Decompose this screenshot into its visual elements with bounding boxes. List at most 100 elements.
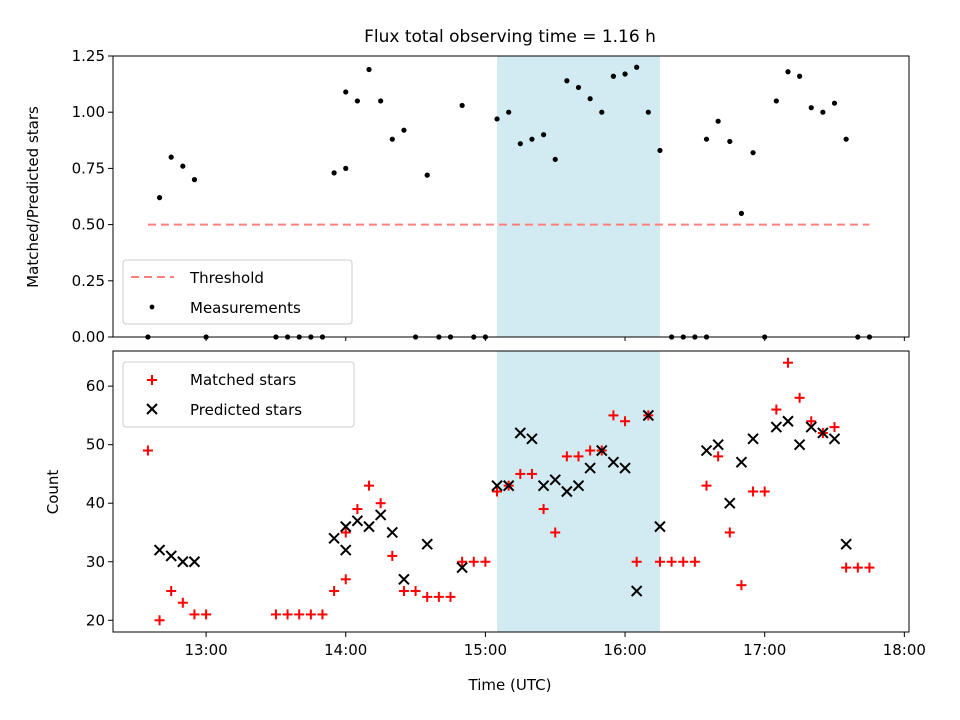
- measurement-point: [366, 66, 372, 73]
- matched-star-point: [806, 416, 817, 427]
- predicted-star-point: [654, 520, 666, 533]
- matched-star-point: [398, 586, 409, 597]
- measurement-point: [785, 69, 791, 75]
- predicted-star-point: [630, 585, 643, 597]
- measurement-point: [331, 170, 337, 176]
- legend-predicted-label: Predicted stars: [190, 401, 302, 419]
- matched-star-point: [492, 486, 503, 497]
- predicted-star-point: [735, 456, 748, 468]
- predicted-star-point: [793, 438, 806, 451]
- count-panel: 20 30 40 50 60 13:00 14:00 15:00 16:00 17:00 18:00…: [44, 350, 926, 694]
- measurement-point: [552, 156, 558, 163]
- bottom-axes-frame: [112, 350, 910, 633]
- predicted-star-point: [398, 573, 410, 586]
- predicted-star-point: [840, 538, 852, 550]
- predicted-star-point: [188, 556, 201, 568]
- matched-star-point: [841, 562, 852, 573]
- measurement-point: [354, 98, 360, 104]
- matched-star-point: [794, 392, 805, 403]
- matched-star-point: [829, 422, 840, 433]
- predicted-star-point: [770, 421, 783, 433]
- predicted-star-point: [561, 485, 573, 498]
- matched-star-point: [585, 445, 596, 456]
- predicted-star-point: [526, 433, 538, 445]
- predicted-star-point: [700, 444, 713, 457]
- matched-star-point: [305, 609, 316, 620]
- ratio-panel: Flux total observing time = 1.16 h 0.00 0…: [24, 27, 910, 346]
- measurement-point: [401, 127, 407, 133]
- predicted-star-point: [572, 479, 585, 492]
- matched-star-point: [329, 586, 340, 597]
- predicted-star-point: [340, 520, 352, 533]
- matched-star-point: [608, 410, 619, 421]
- measurement-point: [343, 165, 349, 171]
- legend-matched-swatch: [147, 375, 157, 385]
- measurement-point: [168, 154, 174, 160]
- measurement-point: [727, 138, 733, 145]
- matched-star-point: [282, 609, 293, 620]
- measurement-point: [564, 78, 570, 84]
- measurement-point: [459, 102, 465, 109]
- matched-star-point: [387, 550, 398, 561]
- matched-star-point: [422, 591, 433, 602]
- measurement-point: [517, 141, 523, 147]
- matched-star-point: [154, 615, 165, 626]
- top-axes-frame: [112, 55, 910, 338]
- predicted-star-point: [153, 544, 166, 556]
- bottom-y-axis-label: Count: [44, 470, 62, 515]
- predicted-star-point: [421, 538, 433, 550]
- x-tick-label: 14:00: [324, 641, 367, 659]
- bottom-y-tick-label: 20: [86, 611, 105, 629]
- measurement-point: [738, 210, 745, 216]
- matched-star-point: [340, 527, 351, 538]
- measurement-point: [506, 109, 512, 115]
- predicted-star-point: [456, 561, 468, 574]
- measurement-point: [820, 109, 826, 115]
- matched-star-point: [468, 556, 479, 567]
- measurement-point: [424, 172, 430, 178]
- matched-star-point: [375, 498, 386, 509]
- measurement-point: [797, 73, 803, 79]
- matched-star-point: [526, 468, 537, 479]
- predicted-star-point: [805, 421, 817, 433]
- legend-threshold-label: Threshold: [189, 269, 264, 287]
- matched-star-point: [852, 562, 863, 573]
- measurement-point: [378, 98, 384, 104]
- measurement-point: [389, 136, 395, 142]
- matched-star-point: [666, 556, 677, 567]
- predicted-star-point: [724, 497, 736, 509]
- predicted-star-point: [351, 515, 364, 527]
- matched-star-point: [759, 486, 770, 497]
- observing-window-shade: [497, 56, 660, 337]
- bottom-y-tick-label: 50: [86, 436, 105, 454]
- matched-star-point: [317, 609, 328, 620]
- matched-star-point: [748, 486, 759, 497]
- matched-star-point: [713, 451, 724, 462]
- x-tick-label: 13:00: [184, 641, 227, 659]
- bottom-y-tick-label: 60: [86, 377, 105, 395]
- matched-star-point: [201, 609, 212, 620]
- matched-star-point: [515, 468, 526, 479]
- matched-star-point: [177, 597, 188, 608]
- predicted-star-point: [549, 474, 561, 486]
- x-tick-label: 18:00: [883, 641, 926, 659]
- predicted-star-point: [607, 456, 620, 468]
- bottom-y-tick-label: 40: [86, 494, 105, 512]
- predicted-star-point: [642, 409, 655, 422]
- top-y-tick-label: 0.75: [72, 159, 105, 177]
- predicted-star-point: [817, 427, 829, 439]
- top-y-tick-label: 0.00: [72, 328, 105, 346]
- top-y-tick-label: 0.50: [72, 216, 105, 234]
- predicted-star-point: [340, 544, 352, 556]
- measurement-point: [610, 73, 617, 79]
- top-legend: Threshold Measurements: [122, 259, 353, 325]
- matched-star-point: [445, 591, 456, 602]
- measurement-point: [191, 177, 198, 183]
- measurement-point: [622, 71, 628, 77]
- predicted-star-point: [363, 520, 375, 533]
- matched-star-point: [689, 556, 700, 567]
- bottom-legend: Matched stars Predicted stars: [122, 361, 355, 428]
- measurement-point: [575, 84, 582, 91]
- matched-star-point: [573, 451, 584, 462]
